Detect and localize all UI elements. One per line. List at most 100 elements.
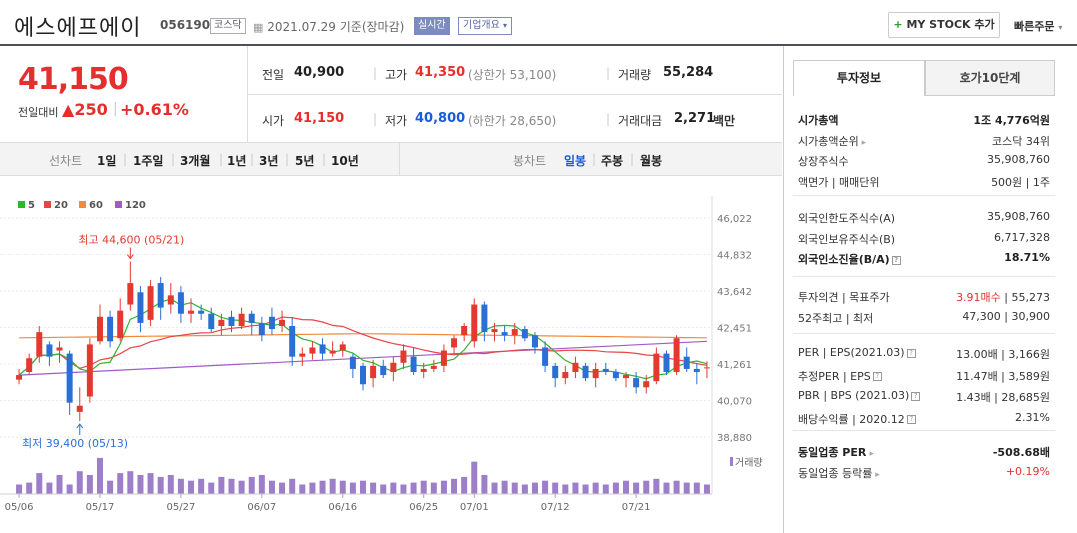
volume-bar <box>643 480 650 494</box>
candle-body <box>56 347 63 351</box>
info-label-text: 배당수익률 | 2020.12 <box>798 412 905 426</box>
realtime-button[interactable]: 실시간 <box>414 17 450 35</box>
divider <box>793 430 1055 431</box>
info-row-label[interactable]: 배당수익률 | 2020.12? <box>798 411 916 427</box>
info-row-label: 상장주식수 <box>798 153 849 169</box>
volume-bar <box>501 480 508 494</box>
stock-code: 056190 <box>160 18 211 32</box>
info-row-label[interactable]: PBR | BPS (2021.03)? <box>798 389 921 402</box>
line-chart-label: 선차트 <box>49 154 83 168</box>
divider <box>793 276 1055 277</box>
max-annotation: 최고 44,600 (05/21) <box>78 234 184 247</box>
legend-label: 5 <box>28 200 35 211</box>
triangle-up-icon: ▲ <box>62 100 75 119</box>
legend-label: 120 <box>125 200 146 211</box>
candle-body <box>643 381 650 388</box>
info-row-value: -508.68배 <box>993 444 1050 460</box>
volume-bar <box>663 482 670 494</box>
period-10y[interactable]: 10년 <box>331 154 359 168</box>
candle-chart-label: 봉차트 <box>513 154 547 168</box>
candle-body <box>623 375 630 379</box>
mystock-add-button[interactable]: + MY STOCK 추가 <box>888 12 1000 38</box>
volume-bar <box>218 476 225 494</box>
info-row-value: 1조 4,776억원 <box>973 112 1050 128</box>
high-value: 41,350 <box>415 65 466 80</box>
mystock-label: MY STOCK 추가 <box>906 18 995 31</box>
volume-bar <box>572 482 579 494</box>
candle-body <box>481 304 488 333</box>
y-tick-label: 46,022 <box>717 214 752 225</box>
candle-body <box>582 365 589 379</box>
divider: | <box>285 152 290 166</box>
info-row-label[interactable]: 외국인소진율(B/A)? <box>798 251 901 267</box>
divider: | <box>592 152 597 166</box>
info-row-value: 13.00배 | 3,166원 <box>956 346 1050 362</box>
info-value-text: -508.68배 <box>992 446 1050 459</box>
x-tick-label: 07/21 <box>622 502 651 513</box>
divider: | <box>373 66 378 80</box>
info-row-label[interactable]: PER | EPS(2021.03)? <box>798 346 916 359</box>
tab-invest-info[interactable]: 투자정보 <box>793 60 925 96</box>
info-value-text: 35,908,760 <box>987 210 1050 223</box>
period-monthly[interactable]: 월봉 <box>640 154 663 168</box>
legend-swatch <box>44 201 51 208</box>
candle-body <box>228 316 235 326</box>
info-row-label[interactable]: 시가총액순위 ▸ <box>798 133 866 149</box>
candle-body <box>167 295 174 305</box>
candle-body <box>521 329 528 339</box>
tab-orderbook[interactable]: 호가10단계 <box>925 60 1055 96</box>
volume-bar <box>127 471 134 494</box>
info-label-text: 액면가 | 매매단위 <box>798 175 880 189</box>
x-tick-label: 06/25 <box>409 502 438 513</box>
volume-bar <box>481 475 488 494</box>
volume-bar <box>380 484 387 494</box>
x-tick-label: 06/16 <box>328 502 357 513</box>
volume-bar <box>521 484 528 494</box>
info-icon[interactable]: ? <box>906 348 916 358</box>
candle-body <box>198 310 205 314</box>
period-1d[interactable]: 1일 <box>97 154 117 168</box>
period-weekly[interactable]: 주봉 <box>601 154 624 168</box>
info-row-label[interactable]: 동일업종 등락률 ▸ <box>798 465 880 481</box>
period-3y[interactable]: 3년 <box>259 154 279 168</box>
info-value-text: 13.00배 | 3,166원 <box>956 348 1050 361</box>
info-icon[interactable]: ? <box>911 391 921 401</box>
info-row-value: 35,908,760 <box>987 210 1050 223</box>
info-row-value: 1.43배 | 28,685원 <box>956 389 1050 405</box>
candle-body <box>410 356 417 372</box>
info-value-text: | 55,273 <box>1000 291 1050 304</box>
period-5y[interactable]: 5년 <box>295 154 315 168</box>
volume-bar <box>46 482 53 494</box>
volume-bar <box>410 482 417 494</box>
period-daily[interactable]: 일봉 <box>564 154 587 168</box>
volume-bar <box>16 484 23 494</box>
info-icon[interactable]: ? <box>891 255 901 265</box>
volume-bar <box>653 478 660 494</box>
period-3m[interactable]: 3개월 <box>180 154 211 168</box>
volume-bar <box>451 478 458 494</box>
divider: | <box>123 152 128 166</box>
divider <box>793 195 1055 196</box>
price-chart[interactable]: 46,022 44,832 43,642 42,451 41,261 40,070 38,8… <box>0 176 782 533</box>
candle-body <box>451 338 458 348</box>
candle-body <box>117 310 124 339</box>
legend-ma20: 20 <box>44 200 68 211</box>
period-1w[interactable]: 1주일 <box>133 154 164 168</box>
period-1y[interactable]: 1년 <box>227 154 247 168</box>
company-info-button[interactable]: 기업개요 ▾ <box>458 17 513 35</box>
company-name: 에스에프에이 <box>14 16 142 41</box>
candle-body <box>86 344 93 397</box>
quick-order-link[interactable]: 빠른주문 ▾ <box>1014 18 1062 34</box>
trade-value-label: 거래대금 <box>618 114 663 128</box>
volume-bar <box>319 480 326 494</box>
info-row-label[interactable]: 동일업종 PER ▸ <box>798 444 874 460</box>
info-label-text: 외국인한도주식수(A) <box>798 212 896 225</box>
volume-bar <box>390 482 397 494</box>
info-icon[interactable]: ? <box>906 415 916 424</box>
y-tick-label: 43,642 <box>717 287 752 298</box>
info-row-label[interactable]: 추정PER | EPS? <box>798 368 882 384</box>
candle-body <box>491 329 498 333</box>
volume-bar <box>360 480 366 494</box>
info-icon[interactable]: ? <box>872 372 882 381</box>
volume-bar <box>471 461 478 494</box>
